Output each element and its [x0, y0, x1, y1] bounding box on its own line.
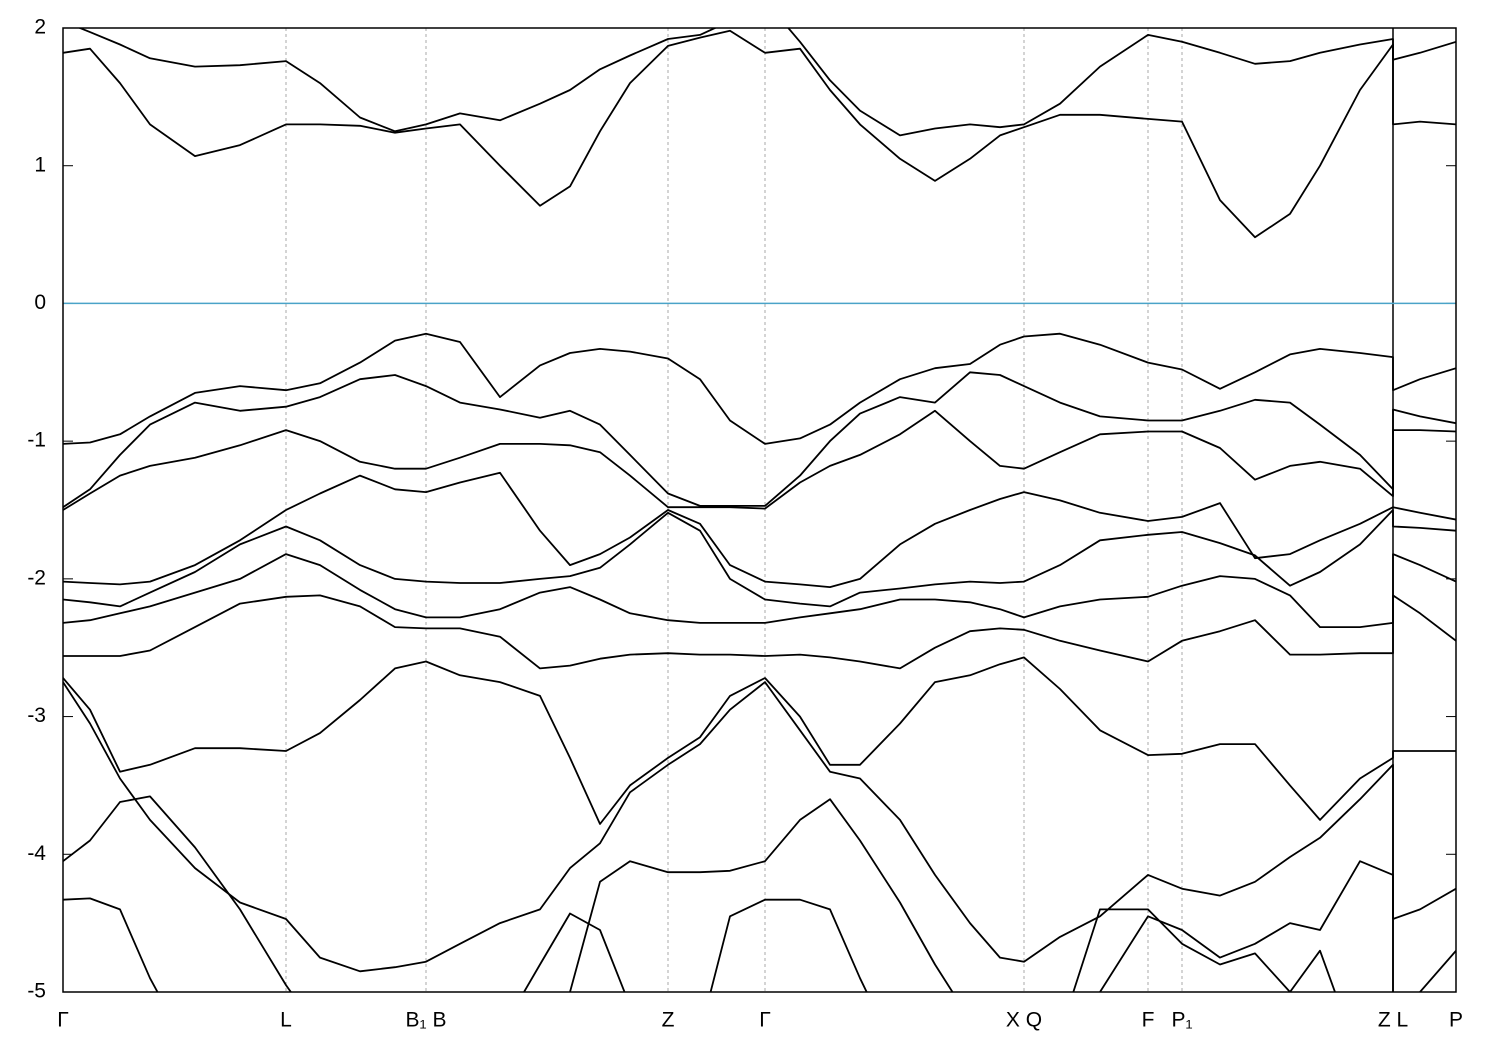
band-line [63, 471, 1456, 588]
band-line [63, 594, 1456, 670]
x-tick-label: Z L [1378, 1009, 1408, 1032]
band-line [63, 509, 1456, 608]
x-tick-label: F [1142, 1009, 1155, 1032]
band-line [63, 409, 1456, 511]
band-line [63, 553, 1456, 628]
x-tick-label: Z [662, 1009, 675, 1032]
x-tick-label: X Q [1006, 1009, 1042, 1032]
y-tick-label: 2 [34, 16, 46, 39]
y-tick-label: -5 [27, 980, 46, 1003]
grid [62, 27, 1457, 993]
x-tick-label: L [280, 1009, 292, 1032]
x-tick-label: P₁ [1171, 1009, 1192, 1032]
band-line [63, 29, 1456, 239]
bands [63, 28, 1456, 992]
band-line [63, 795, 1336, 992]
x-tick-label: Γ [759, 1009, 771, 1032]
x-tick-label: B₁ B [406, 1009, 447, 1032]
plot-frame [62, 27, 1457, 993]
band-line [77, 28, 1456, 137]
band-line [63, 681, 1456, 973]
x-tick-label: P [1449, 1009, 1463, 1032]
y-tick-label: -1 [27, 429, 46, 452]
y-tick-label: 1 [34, 153, 46, 176]
tick-labels: -5 -4 -3 -2 -1 0 1 2 Γ L B₁ B Z Γ X Q F P₁ Z L P [27, 16, 1463, 1032]
y-tick-label: 0 [34, 291, 46, 314]
band-line [63, 371, 1456, 508]
band-line [63, 656, 1456, 825]
band-line [63, 798, 1456, 992]
band-line [63, 332, 1456, 445]
y-tick-label: -2 [27, 566, 46, 589]
x-tick-label: Γ [57, 1009, 69, 1032]
y-tick-label: -3 [27, 704, 46, 727]
y-tick-label: -4 [27, 842, 46, 865]
